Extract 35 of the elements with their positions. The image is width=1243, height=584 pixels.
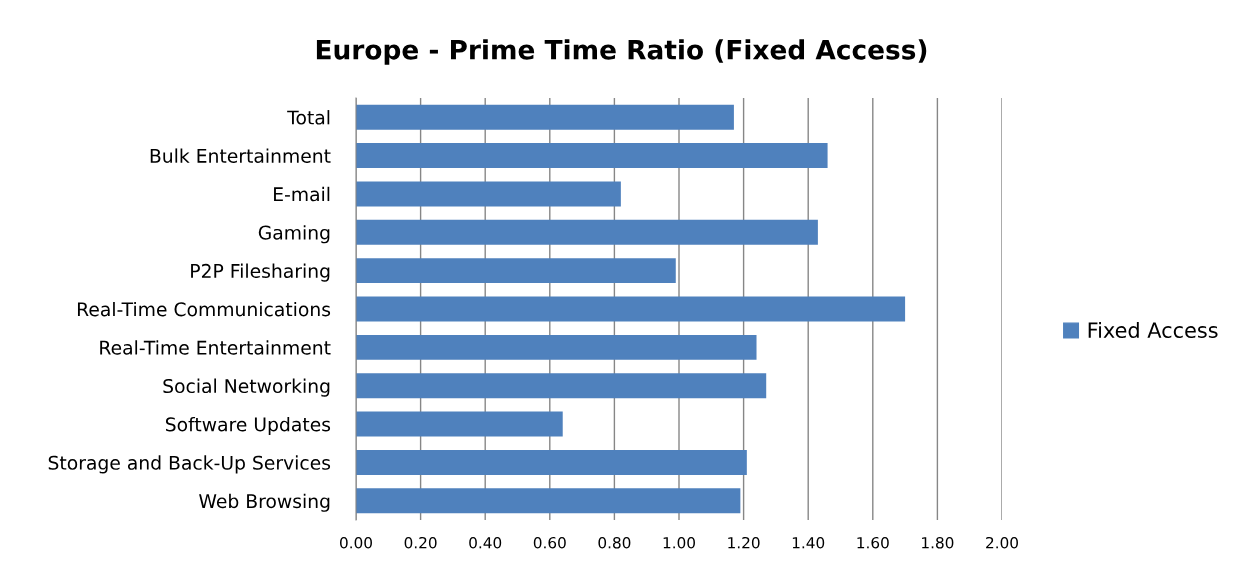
x-tick-label: 0.80 — [598, 536, 631, 549]
y-tick-label: Software Updates — [165, 416, 331, 436]
bar — [356, 449, 747, 475]
y-tick-label: Real-Time Entertainment — [100, 340, 331, 355]
bar — [356, 488, 741, 514]
bar — [356, 411, 563, 437]
bar — [356, 181, 621, 207]
bar — [356, 258, 676, 284]
y-tick-label: Total — [287, 110, 330, 125]
x-tick-label: 1.00 — [663, 536, 695, 549]
x-tick-label: 0.00 — [340, 536, 372, 549]
y-tick-label: Real-Time Communications — [77, 301, 331, 317]
y-tick-label: Gaming — [258, 225, 330, 244]
y-tick-label: Web Browsing — [199, 493, 330, 512]
x-tick-label: 1.40 — [792, 536, 825, 549]
x-tick-label: 2.00 — [986, 536, 1018, 549]
y-tick-label: E-mail — [274, 186, 330, 202]
y-tick-label: P2P Filesharing — [191, 263, 330, 282]
x-tick-label: 0.20 — [404, 536, 437, 549]
x-tick-label: 1.20 — [728, 536, 760, 549]
y-tick-label: Storage and Back-Up Services — [48, 455, 331, 474]
bar — [356, 104, 734, 130]
x-tick-label: 0.40 — [469, 536, 502, 549]
bar — [356, 219, 818, 245]
x-tick-label: 0.60 — [533, 536, 566, 549]
y-tick-label: Social Networking — [163, 378, 330, 397]
x-tick-label: 1.80 — [922, 536, 954, 549]
y-tick-label: Bulk Entertainment — [150, 148, 331, 163]
bar — [356, 296, 906, 322]
bar — [356, 334, 757, 360]
legend-label: Fixed Access — [1088, 321, 1218, 339]
bar — [356, 373, 767, 399]
x-tick-label: 1.60 — [857, 536, 889, 549]
bar — [356, 143, 828, 169]
chart-title: Europe - Prime Time Ratio (Fixed Access) — [316, 39, 927, 65]
